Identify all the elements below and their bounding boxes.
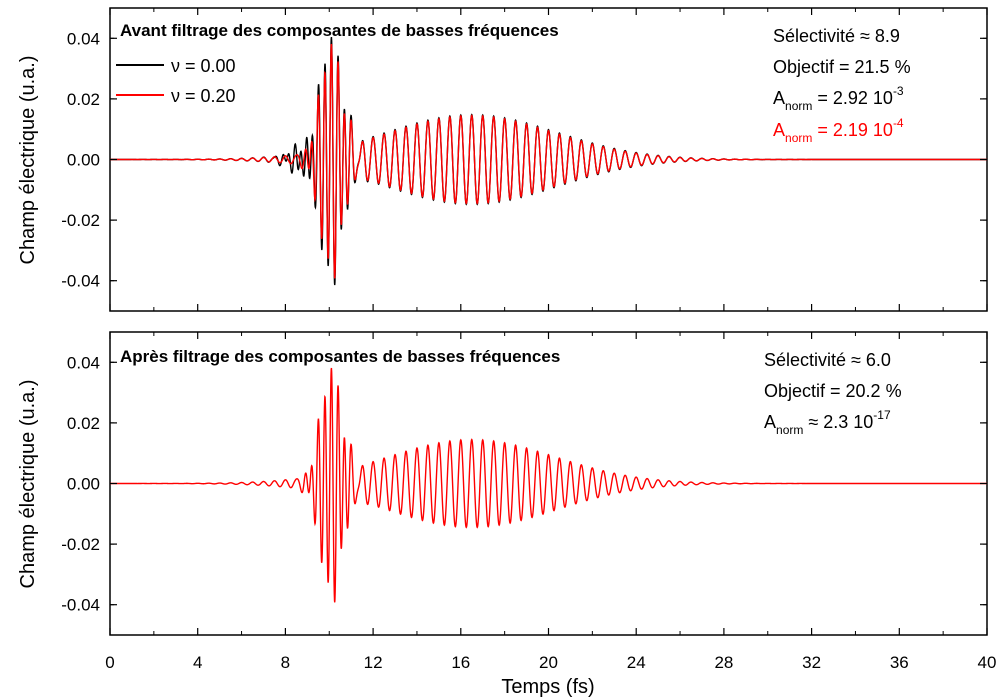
- selectivity-bottom: Sélectivité ≈ 6.0: [764, 350, 891, 370]
- anorm-red-top: Anorm = 2.19 10-4: [773, 116, 904, 145]
- y-tick-label: 0.04: [67, 353, 100, 372]
- series-line-top-1: [110, 44, 987, 278]
- panel-after-filtering: -0.04 -0.02 0.00 0.02 0.04 Après filtrage de…: [17, 332, 987, 635]
- x-tick-label: 8: [281, 653, 290, 672]
- anorm-bottom: Anorm ≈ 2.3 10-17: [764, 408, 891, 437]
- y-tick-label: 0.02: [67, 414, 100, 433]
- x-tick-label: 16: [451, 653, 470, 672]
- legend-label-red: ν = 0.20: [171, 86, 236, 106]
- legend: ν = 0.00 ν = 0.20: [116, 56, 236, 106]
- y-tick-label: 0.04: [67, 29, 100, 48]
- series-group-bottom: [110, 368, 987, 602]
- y-axis-title-bottom: Champ électrique (u.a.): [17, 380, 39, 589]
- x-tick-label: 0: [105, 653, 114, 672]
- x-tick-label: 24: [627, 653, 646, 672]
- y-tick-label: -0.02: [61, 535, 100, 554]
- x-tick-label: 36: [890, 653, 909, 672]
- y-tick-label: 0.02: [67, 90, 100, 109]
- selectivity-top: Sélectivité ≈ 8.9: [773, 26, 900, 46]
- x-axis-title: Temps (fs): [501, 676, 594, 698]
- panel-before-filtering: -0.04 -0.02 0.00 0.02 0.04 Avant filtrage de…: [17, 8, 987, 311]
- annotations-top: Sélectivité ≈ 8.9 Objectif = 21.5 % Anor…: [773, 26, 911, 145]
- x-tick-label: 4: [193, 653, 202, 672]
- x-tick-label: 40: [978, 653, 997, 672]
- panel-title-top: Avant filtrage des composantes de basses…: [120, 21, 559, 40]
- y-axis-title-top: Champ électrique (u.a.): [17, 56, 39, 265]
- y-tick-label: 0.00: [67, 475, 100, 494]
- panel-title-bottom: Après filtrage des composantes de basses…: [120, 347, 560, 366]
- series-line-bottom-0: [110, 368, 987, 602]
- anorm-black-top: Anorm = 2.92 10-3: [773, 84, 904, 113]
- y-tick-label: -0.04: [61, 596, 100, 615]
- objective-bottom: Objectif = 20.2 %: [764, 381, 902, 401]
- y-tick-label: -0.04: [61, 272, 100, 291]
- x-tick-label: 20: [539, 653, 558, 672]
- y-tick-label: 0.00: [67, 151, 100, 170]
- annotations-bottom: Sélectivité ≈ 6.0 Objectif = 20.2 % Anor…: [764, 350, 902, 437]
- x-tick-label: 12: [364, 653, 383, 672]
- x-tick-label: 32: [802, 653, 821, 672]
- x-tick-labels: 0 4 8 12 16 20 24 28 32 36 40: [105, 653, 996, 672]
- x-tick-label: 28: [714, 653, 733, 672]
- objective-top: Objectif = 21.5 %: [773, 57, 911, 77]
- legend-label-black: ν = 0.00: [171, 56, 236, 76]
- y-tick-label: -0.02: [61, 211, 100, 230]
